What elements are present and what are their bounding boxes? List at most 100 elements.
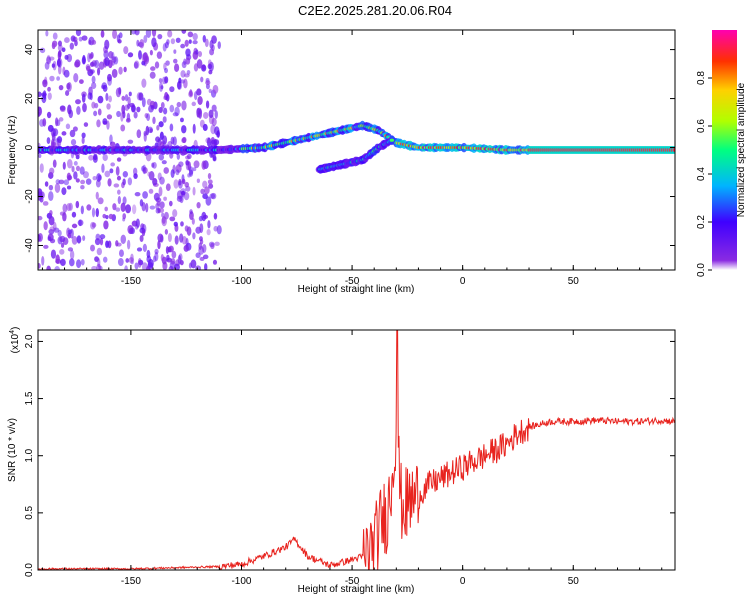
spectrogram-noise-cell	[116, 110, 121, 118]
spectrogram-noise-cell	[185, 159, 190, 166]
spectrogram-noise-cell	[198, 242, 203, 250]
spectrogram-noise-cell	[43, 221, 48, 231]
spectrogram-noise-cell	[38, 215, 43, 221]
spectrogram-noise-cell	[192, 123, 196, 134]
spectrogram-x-tick-label: -150	[121, 276, 141, 287]
spectrogram-noise-cell	[88, 39, 92, 45]
spectrogram-noise-cell	[196, 107, 202, 115]
spectrogram-noise-cell	[115, 207, 121, 212]
spectrogram-noise-cell	[108, 95, 112, 103]
spectrogram-noise-cell	[158, 78, 163, 83]
spectrogram-noise-cell	[96, 247, 103, 256]
spectrogram-noise-cell	[138, 50, 142, 60]
spectrogram-noise-cell	[120, 234, 127, 245]
spectrogram-noise-cell	[188, 166, 194, 175]
spectrogram-noise-cell	[81, 35, 88, 41]
spectrogram-noise-cell	[192, 232, 196, 240]
spectrogram-noise-cell	[107, 178, 112, 187]
spectrogram-noise-cell	[189, 89, 193, 97]
spectrogram-noise-cell	[141, 78, 147, 88]
spectrogram-noise-cell	[94, 256, 99, 262]
spectrogram-noise-cell	[117, 257, 124, 267]
colorbar-ticks: 0.0 0.2 0.4 0.6 0.8	[696, 71, 712, 277]
spectrogram-noise-cell	[54, 117, 59, 127]
spectrogram-noise-cell	[150, 105, 155, 110]
spectrogram-noise-cell	[147, 171, 151, 177]
spectrogram-noise-cell	[209, 48, 215, 56]
spectrogram-noise-cell	[169, 104, 175, 113]
spectrogram-noise-cell	[183, 73, 190, 78]
spectrogram-noise-cell	[216, 130, 220, 138]
spectrogram-noise-cell	[127, 177, 133, 186]
spectrogram-noise-cell	[190, 259, 197, 269]
spectrogram-noise-cell	[143, 35, 148, 44]
spectrogram-noise-cell	[161, 212, 165, 218]
spectrogram-noise-cell	[83, 122, 89, 127]
spectrogram-noise-cell	[49, 75, 55, 82]
spectrogram-noise-cell	[201, 211, 207, 222]
spectrogram-noise-cell	[91, 207, 96, 218]
spectrogram-noise-cell	[75, 178, 80, 183]
spectrogram-noise-cell	[136, 247, 143, 252]
spectrogram-noise-cell	[158, 106, 163, 114]
spectrogram-noise-cell	[134, 262, 139, 270]
spectrogram-noise-cell	[85, 178, 92, 185]
spectrogram-noise-cell	[42, 79, 48, 88]
spectrogram-noise-cell	[189, 209, 193, 215]
spectrogram-noise-cell	[121, 95, 126, 101]
spectrogram-noise-cell	[59, 249, 65, 255]
spectrogram-noise-cell	[136, 39, 140, 47]
spectrogram-noise-cell	[157, 240, 161, 250]
snr-plot-area	[38, 330, 675, 570]
spectrogram-noise-cell	[175, 169, 180, 176]
spectrogram-noise-cell	[165, 183, 171, 191]
spectrogram-noise-cell	[98, 61, 105, 70]
spectrogram-noise-cell	[186, 226, 192, 236]
spectrogram-noise-cell	[181, 136, 187, 144]
spectrogram-noise-cell	[137, 257, 142, 268]
spectrogram-noise-cell	[67, 229, 73, 235]
spectrogram-noise-cell	[192, 40, 198, 45]
spectrogram-noise-cell	[95, 179, 101, 188]
spectrogram-noise-cell	[63, 179, 70, 186]
spectrogram-noise-cell	[118, 249, 124, 257]
spectrogram-noise-cell	[122, 213, 127, 220]
colorbar-scale	[712, 30, 737, 270]
spectrogram-noise-cell	[179, 117, 184, 123]
spectrogram-noise-cell	[150, 66, 156, 71]
spectrogram-y-tick-label: -40	[24, 238, 35, 253]
spectrogram-noise-cell	[158, 153, 165, 161]
spectrogram-noise-cell	[56, 76, 61, 81]
spectrogram-noise-cell	[192, 186, 196, 196]
spectrogram-noise-cell	[91, 222, 97, 228]
spectrogram-noise-cell	[183, 78, 188, 89]
spectrogram-noise-cell	[180, 188, 186, 196]
spectrogram-noise-cell	[73, 171, 78, 180]
spectrogram-noise-cell	[173, 58, 178, 64]
snr-y-label: SNR (10 * v/v)	[7, 418, 18, 482]
spectrogram-noise-cell	[115, 166, 120, 176]
spectrogram-panel: -150 -100 -50 0 50 -40 -20 0 20 40 Height of str…	[7, 29, 676, 295]
spectrogram-noise-cell	[102, 256, 108, 263]
spectrogram-noise-cell	[76, 235, 82, 244]
spectrogram-noise-cell	[181, 125, 187, 134]
spectrogram-noise-cell	[89, 61, 95, 67]
spectrogram-noise-cell	[57, 44, 63, 52]
spectrogram-noise-cell	[180, 221, 184, 227]
spectrogram-noise-cell	[186, 153, 192, 160]
spectrogram-noise-cell	[91, 75, 96, 84]
spectrogram-noise-cell	[104, 57, 110, 66]
spectrogram-noise-cell	[136, 92, 142, 101]
spectrogram-noise-cell	[55, 138, 60, 143]
spectrogram-noise-cell	[65, 123, 71, 130]
spectrogram-noise-cell	[152, 178, 158, 186]
spectrogram-noise-cell	[39, 163, 44, 173]
spectrogram-noise-cell	[66, 185, 72, 190]
spectrogram-noise-cell	[154, 251, 159, 262]
spectrogram-noise-cell	[170, 38, 176, 45]
spectrogram-noise-cell	[165, 246, 169, 255]
snr-y-scale-label: (x104)	[9, 327, 21, 354]
spectrogram-noise-cell	[214, 241, 220, 246]
spectrogram-noise-cell	[193, 91, 198, 101]
spectrogram-noise-cell	[56, 57, 63, 68]
